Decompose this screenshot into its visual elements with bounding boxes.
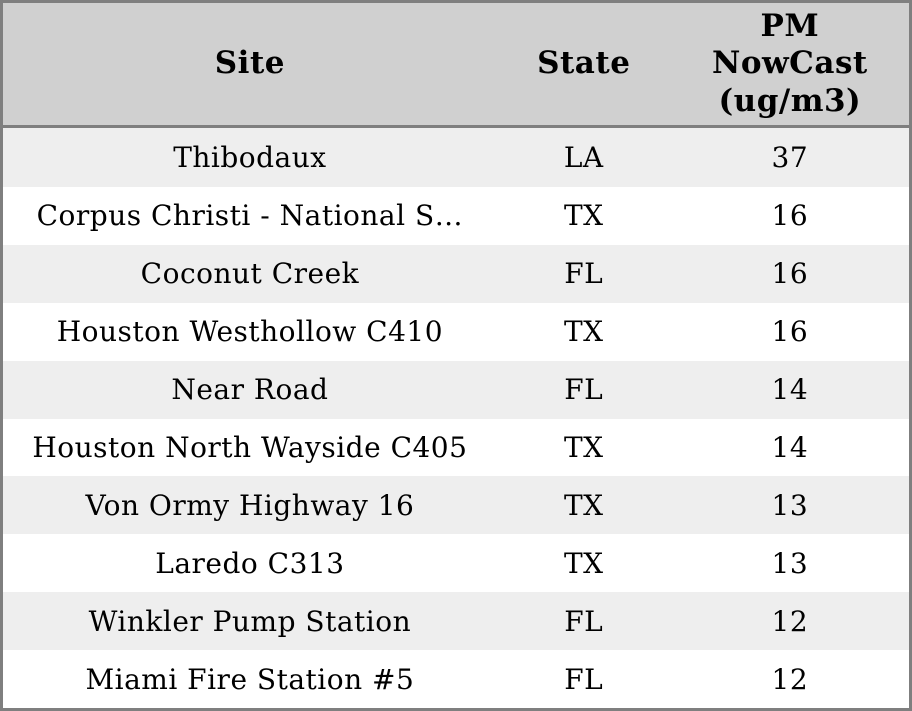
site-cell: Miami Fire Station #5 bbox=[3, 650, 497, 708]
table-row: Von Ormy Highway 16 TX 13 bbox=[3, 476, 909, 535]
pm-nowcast-cell: 12 bbox=[670, 592, 909, 651]
site-cell: Coconut Creek bbox=[3, 244, 497, 303]
pm-nowcast-cell: 14 bbox=[670, 418, 909, 477]
pm-nowcast-cell: 13 bbox=[670, 534, 909, 593]
table-body: Thibodaux LA 37 Corpus Christi - Nationa… bbox=[3, 126, 909, 708]
header-row: Site State PM NowCast (ug/m3) bbox=[3, 3, 909, 128]
table-row: Winkler Pump Station FL 12 bbox=[3, 592, 909, 651]
pm-nowcast-cell: 12 bbox=[670, 650, 909, 708]
column-header-state: State bbox=[496, 3, 671, 128]
sites-data-table: Site State PM NowCast (ug/m3) Thibodaux … bbox=[3, 3, 909, 708]
site-cell: Near Road bbox=[3, 360, 497, 419]
table-row: Houston North Wayside C405 TX 14 bbox=[3, 418, 909, 477]
state-cell: FL bbox=[496, 650, 671, 708]
site-cell: Von Ormy Highway 16 bbox=[3, 476, 497, 535]
pm-nowcast-cell: 37 bbox=[670, 126, 909, 188]
state-cell: FL bbox=[496, 360, 671, 419]
site-cell: Thibodaux bbox=[3, 126, 497, 188]
table-row: Thibodaux LA 37 bbox=[3, 126, 909, 188]
state-cell: FL bbox=[496, 244, 671, 303]
site-cell: Laredo C313 bbox=[3, 534, 497, 593]
state-cell: TX bbox=[496, 418, 671, 477]
state-cell: LA bbox=[496, 126, 671, 188]
table-row: Corpus Christi - National S… TX 16 bbox=[3, 187, 909, 245]
state-cell: TX bbox=[496, 534, 671, 593]
column-header-site: Site bbox=[3, 3, 497, 128]
table-row: Houston Westhollow C410 TX 16 bbox=[3, 302, 909, 361]
pm-nowcast-cell: 16 bbox=[670, 187, 909, 245]
pm-nowcast-cell: 14 bbox=[670, 360, 909, 419]
pm-nowcast-cell: 16 bbox=[670, 244, 909, 303]
table-row: Coconut Creek FL 16 bbox=[3, 244, 909, 303]
table-row: Laredo C313 TX 13 bbox=[3, 534, 909, 593]
site-cell: Corpus Christi - National S… bbox=[3, 187, 497, 245]
state-cell: TX bbox=[496, 187, 671, 245]
site-cell: Houston Westhollow C410 bbox=[3, 302, 497, 361]
pm-nowcast-cell: 16 bbox=[670, 302, 909, 361]
state-cell: TX bbox=[496, 302, 671, 361]
column-header-pm-nowcast: PM NowCast (ug/m3) bbox=[670, 3, 909, 128]
state-cell: TX bbox=[496, 476, 671, 535]
pm-nowcast-cell: 13 bbox=[670, 476, 909, 535]
site-cell: Winkler Pump Station bbox=[3, 592, 497, 651]
table-row: Miami Fire Station #5 FL 12 bbox=[3, 650, 909, 708]
table-row: Near Road FL 14 bbox=[3, 360, 909, 419]
table-header: Site State PM NowCast (ug/m3) bbox=[3, 3, 909, 128]
state-cell: FL bbox=[496, 592, 671, 651]
site-cell: Houston North Wayside C405 bbox=[3, 418, 497, 477]
